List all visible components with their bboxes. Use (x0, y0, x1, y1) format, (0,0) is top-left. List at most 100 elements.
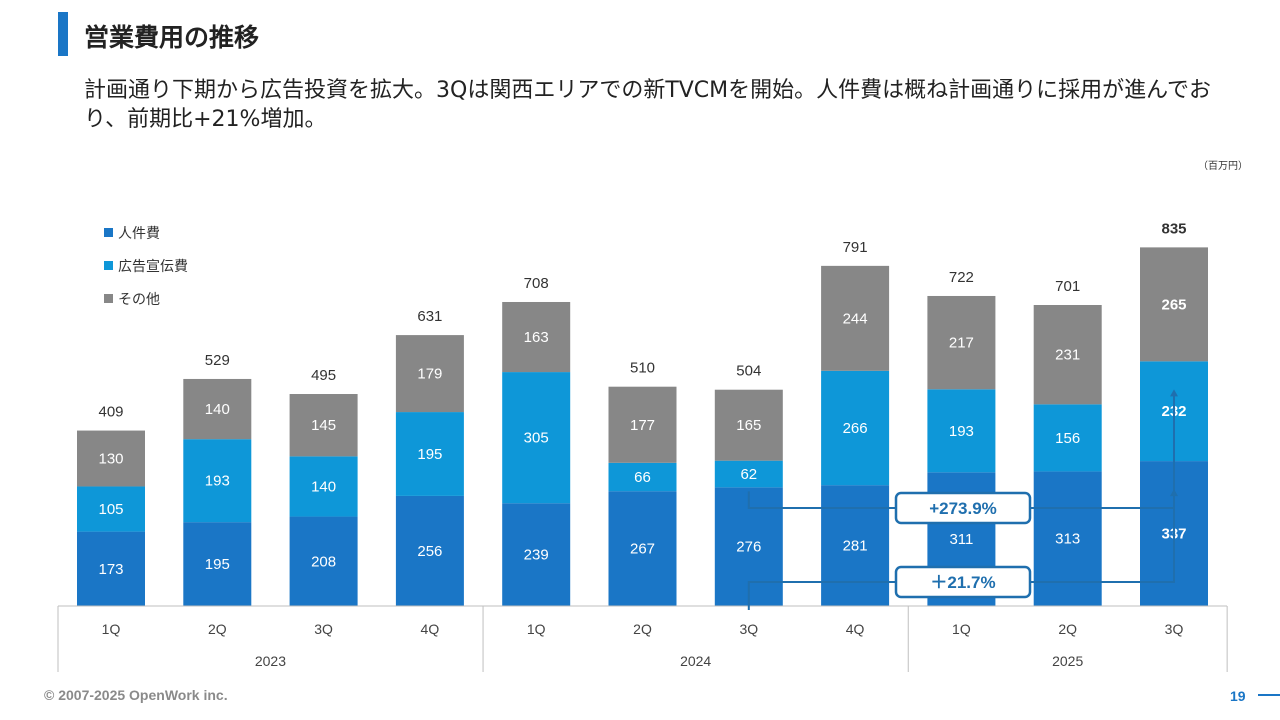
annotation-arrowhead (1170, 489, 1178, 497)
bar-value-personnel: 313 (1055, 531, 1080, 548)
total-label: 701 (1055, 278, 1080, 295)
bar-value-advertising: 305 (524, 430, 549, 447)
unit-label: （百万円） (1198, 161, 1248, 172)
copyright: © 2007-2025 OpenWork inc. (44, 687, 228, 703)
bar-personnel (502, 503, 571, 606)
bar-personnel (289, 516, 358, 606)
bar-value-advertising: 266 (843, 420, 868, 437)
total-label: 722 (949, 269, 974, 286)
bar-value-other: 265 (1161, 296, 1186, 313)
bar-advertising (183, 439, 252, 523)
title-accent-bar (58, 12, 68, 56)
bar-other (714, 389, 783, 461)
bar-other (821, 265, 890, 371)
legend-item-advertising: 広告宣伝費 (104, 249, 188, 282)
bar-advertising (77, 486, 145, 532)
total-label: 631 (417, 308, 442, 325)
legend-label-advertising: 広告宣伝費 (118, 258, 188, 275)
bar-value-personnel: 256 (417, 543, 442, 560)
bar-advertising (395, 412, 464, 496)
bar-value-personnel: 195 (205, 556, 230, 573)
legend-item-personnel: 人件費 (104, 216, 188, 249)
bar-value-advertising: 193 (949, 423, 974, 440)
annotation-callout (894, 491, 1032, 525)
page-title: 営業費用の推移 (84, 23, 260, 52)
legend-label-other: その他 (118, 291, 160, 308)
annotation-label: +273.9% (929, 499, 997, 518)
bar-advertising (927, 389, 996, 473)
page-description: 計画通り下期から広告投資を拡大。3Qは関西エリアでの新TVCMを開始。人件費は概… (84, 78, 1212, 132)
bar-advertising (821, 370, 890, 486)
x-tick-label: 2Q (633, 621, 652, 637)
annotation-arrowhead (1170, 389, 1178, 397)
bar-other (77, 430, 145, 487)
bar-advertising (502, 372, 571, 504)
bar-value-personnel: 276 (736, 539, 761, 556)
bar-value-other: 177 (630, 417, 655, 434)
annotation-label: ＋21.7% (930, 573, 995, 592)
legend-swatch-other (104, 294, 113, 303)
bar-value-personnel: 173 (98, 561, 123, 578)
bar-personnel (608, 491, 677, 606)
x-group-label: 2025 (1052, 653, 1083, 669)
bar-other (395, 335, 464, 413)
bar-value-other: 163 (524, 329, 549, 346)
total-label: 835 (1161, 220, 1186, 237)
bar-value-advertising: 62 (740, 466, 757, 483)
x-tick-label: 3Q (739, 621, 758, 637)
x-tick-label: 3Q (1165, 621, 1184, 637)
bar-value-personnel: 311 (949, 531, 973, 548)
x-tick-label: 3Q (314, 621, 333, 637)
bar-value-advertising: 193 (205, 473, 230, 490)
x-tick-label: 2Q (1058, 621, 1077, 637)
bar-personnel (395, 495, 464, 606)
bar-other (502, 301, 571, 373)
chart-legend: 人件費 広告宣伝費 その他 (104, 216, 188, 315)
total-label: 510 (630, 360, 655, 377)
bar-value-other: 140 (205, 401, 230, 418)
bar-advertising (289, 456, 358, 517)
bar-value-other: 217 (949, 335, 974, 352)
bar-value-advertising: 66 (634, 469, 651, 486)
bar-value-other: 244 (843, 310, 868, 327)
legend-swatch-personnel (104, 228, 113, 237)
total-label: 495 (311, 367, 336, 384)
bar-value-personnel: 267 (630, 541, 655, 558)
page-number-line (1258, 694, 1280, 696)
x-tick-label: 2Q (208, 621, 227, 637)
bar-other (1140, 247, 1208, 362)
x-group-label: 2023 (255, 653, 286, 669)
bar-value-advertising: 105 (98, 501, 123, 518)
x-tick-label: 4Q (421, 621, 440, 637)
legend-swatch-advertising (104, 261, 113, 270)
bar-other (608, 386, 677, 463)
bar-advertising (714, 460, 783, 488)
bar-advertising (608, 462, 677, 492)
bar-value-advertising: 156 (1055, 430, 1080, 447)
bar-value-personnel: 208 (311, 553, 336, 570)
total-label: 529 (205, 352, 230, 369)
annotation-callout (894, 565, 1032, 599)
bar-value-other: 130 (98, 451, 123, 468)
x-group-label: 2024 (680, 653, 711, 669)
page-number: 19 (1230, 688, 1246, 704)
bar-other (927, 295, 996, 390)
bar-value-advertising: 140 (311, 478, 336, 495)
bar-personnel (183, 522, 252, 606)
bar-advertising (1033, 404, 1102, 472)
x-tick-label: 1Q (952, 621, 971, 637)
bar-value-other: 165 (736, 417, 761, 434)
total-label: 791 (843, 239, 868, 256)
bar-personnel (821, 485, 890, 606)
bar-value-personnel: 239 (524, 547, 549, 564)
x-tick-label: 1Q (527, 621, 546, 637)
bar-value-other: 145 (311, 417, 336, 434)
bar-value-other: 231 (1055, 347, 1080, 364)
x-tick-label: 4Q (846, 621, 865, 637)
total-label: 409 (98, 404, 123, 421)
bar-value-other: 179 (417, 366, 442, 383)
bar-value-personnel: 281 (843, 538, 868, 555)
bar-other (183, 378, 252, 440)
bar-other (289, 394, 358, 457)
